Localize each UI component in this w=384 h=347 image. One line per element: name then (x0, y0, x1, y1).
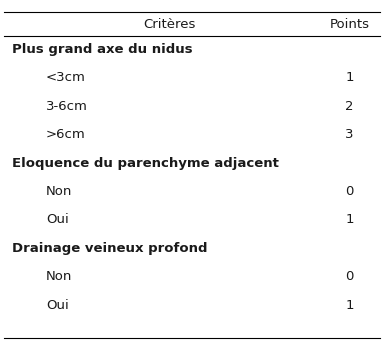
Text: 1: 1 (345, 71, 354, 84)
Text: <3cm: <3cm (46, 71, 86, 84)
Text: Non: Non (46, 185, 73, 198)
Text: 3-6cm: 3-6cm (46, 100, 88, 113)
Text: Non: Non (46, 270, 73, 283)
Text: Drainage veineux profond: Drainage veineux profond (12, 242, 207, 255)
Text: >6cm: >6cm (46, 128, 86, 141)
Text: Points: Points (329, 18, 369, 31)
Text: 0: 0 (345, 185, 354, 198)
Text: 2: 2 (345, 100, 354, 113)
Text: Critères: Critères (143, 18, 195, 31)
Text: 1: 1 (345, 299, 354, 312)
Text: 1: 1 (345, 213, 354, 227)
Text: Oui: Oui (46, 213, 69, 227)
Text: 3: 3 (345, 128, 354, 141)
Text: Plus grand axe du nidus: Plus grand axe du nidus (12, 43, 192, 56)
Text: Oui: Oui (46, 299, 69, 312)
Text: Eloquence du parenchyme adjacent: Eloquence du parenchyme adjacent (12, 156, 278, 170)
Text: 0: 0 (345, 270, 354, 283)
